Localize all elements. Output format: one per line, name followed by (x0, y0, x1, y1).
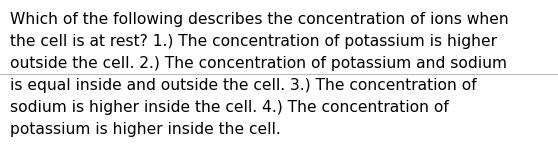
Text: sodium is higher inside the cell. 4.) The concentration of: sodium is higher inside the cell. 4.) Th… (10, 100, 449, 115)
Text: the cell is at rest? 1.) The concentration of potassium is higher: the cell is at rest? 1.) The concentrati… (10, 34, 497, 49)
Text: is equal inside and outside the cell. 3.) The concentration of: is equal inside and outside the cell. 3.… (10, 78, 477, 93)
Text: potassium is higher inside the cell.: potassium is higher inside the cell. (10, 122, 281, 137)
Text: outside the cell. 2.) The concentration of potassium and sodium: outside the cell. 2.) The concentration … (10, 56, 507, 71)
Text: Which of the following describes the concentration of ions when: Which of the following describes the con… (10, 12, 509, 27)
